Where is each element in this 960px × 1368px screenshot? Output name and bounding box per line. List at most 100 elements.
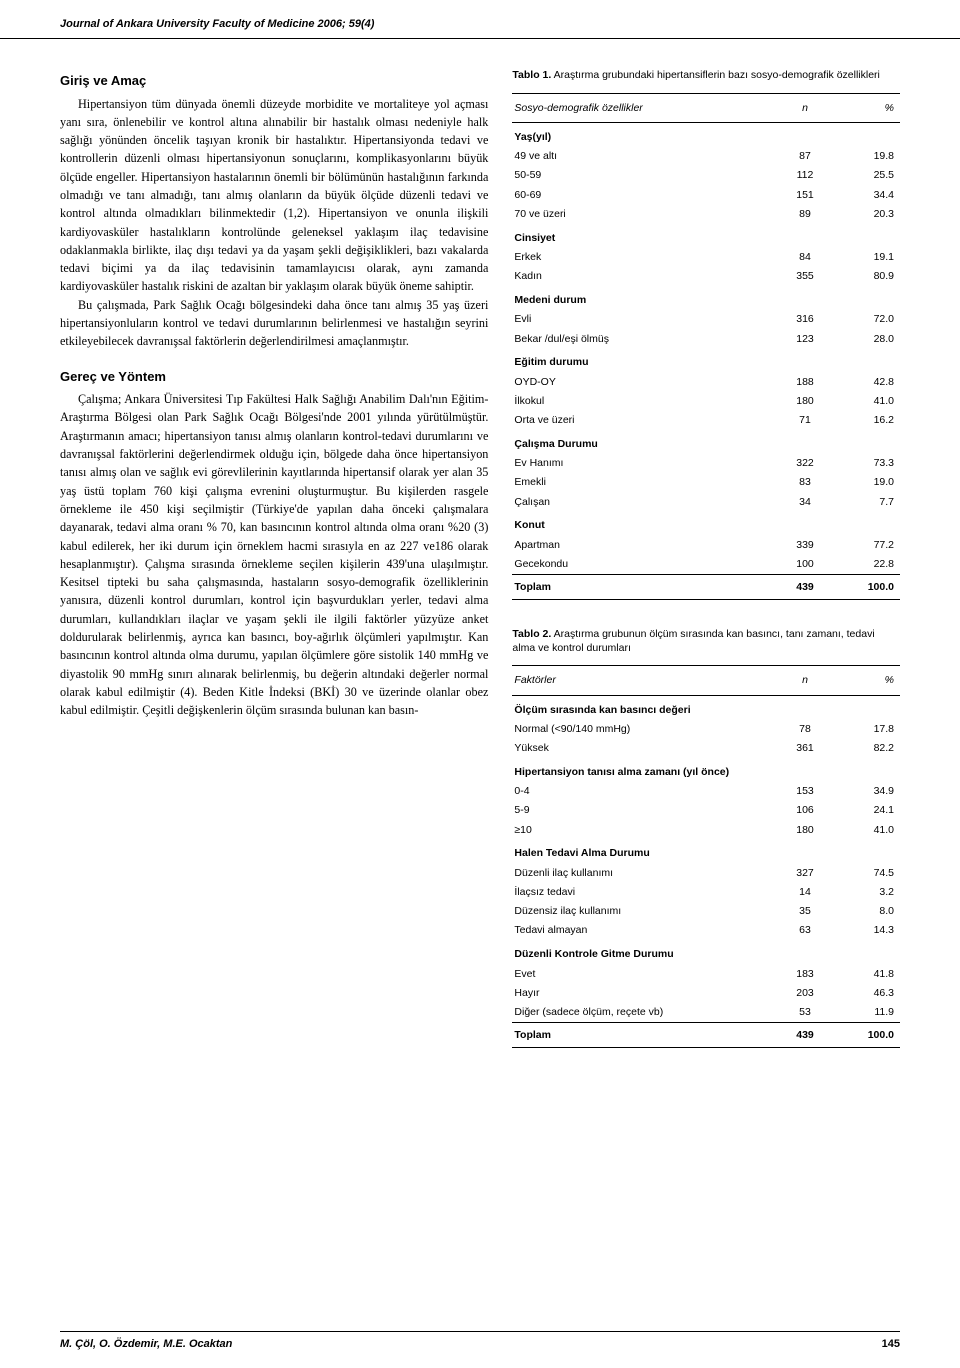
table-2-caption-text: Araştırma grubunun ölçüm sırasında kan b… [512,628,874,654]
table-row: 0-415334.9 [512,782,900,801]
table-1-head-c1: Sosyo-demografik özellikler [512,93,770,122]
article-body: Giriş ve Amaç Hipertansiyon tüm dünyada … [60,69,488,1076]
table-cell-label: Emekli [512,473,770,492]
table-cell-label: İlkokul [512,391,770,410]
table-cell-n: 322 [770,454,840,473]
table-cell-n: 84 [770,248,840,267]
section-heading-methods: Gereç ve Yöntem [60,367,488,387]
table-row: Gecekondu10022.8 [512,554,900,574]
table-2-total-label: Toplam [512,1022,770,1047]
table-group-label: Halen Tedavi Alma Durumu [512,839,900,863]
table-2-total: Toplam 439 100.0 [512,1022,900,1047]
table-cell-n: 327 [770,863,840,882]
table-cell-pct: 41.0 [840,820,900,839]
journal-header: Journal of Ankara University Faculty of … [0,0,960,39]
table-2-grid: Faktörler n % Ölçüm sırasında kan basınc… [512,665,900,1048]
table-cell-pct: 17.8 [840,719,900,738]
table-cell-pct: 41.0 [840,391,900,410]
table-group-label: Ölçüm sırasında kan basıncı değeri [512,695,900,719]
table-cell-n: 53 [770,1003,840,1023]
tables-column: Tablo 1. Araştırma grubundaki hipertansi… [512,69,900,1076]
table-row: 50-5911225.5 [512,166,900,185]
table-cell-n: 355 [770,267,840,286]
table-cell-label: Düzenli ilaç kullanımı [512,863,770,882]
table-cell-n: 151 [770,185,840,204]
table-cell-label: Bekar /dul/eşi ölmüş [512,329,770,348]
table-group-label: Hipertansiyon tanısı alma zamanı (yıl ön… [512,758,900,782]
table-cell-pct: 8.0 [840,902,900,921]
table-2-head-c1: Faktörler [512,666,770,695]
table-row: Bekar /dul/eşi ölmüş12328.0 [512,329,900,348]
footer-authors: M. Çöl, O. Özdemir, M.E. Ocaktan [60,1338,232,1350]
table-1: Tablo 1. Araştırma grubundaki hipertansi… [512,69,900,600]
table-group-label-text: Ölçüm sırasında kan basıncı değeri [512,695,900,719]
table-row: Hayır20346.3 [512,983,900,1002]
table-cell-n: 180 [770,820,840,839]
table-cell-n: 203 [770,983,840,1002]
table-cell-label: OYD-OY [512,372,770,391]
table-cell-n: 106 [770,801,840,820]
table-cell-n: 35 [770,902,840,921]
table-1-caption: Tablo 1. Araştırma grubundaki hipertansi… [512,69,900,83]
table-cell-n: 78 [770,719,840,738]
table-cell-label: Ev Hanımı [512,454,770,473]
table-cell-n: 14 [770,882,840,901]
table-2: Tablo 2. Araştırma grubunun ölçüm sırası… [512,628,900,1048]
table-2-total-p: 100.0 [840,1022,900,1047]
table-cell-n: 83 [770,473,840,492]
table-group-label-text: Hipertansiyon tanısı alma zamanı (yıl ön… [512,758,900,782]
table-row: Evet18341.8 [512,964,900,983]
table-row: 70 ve üzeri8920.3 [512,204,900,223]
table-group-label: Çalışma Durumu [512,430,900,454]
table-group-label: Düzenli Kontrole Gitme Durumu [512,940,900,964]
table-cell-label: Düzensiz ilaç kullanımı [512,902,770,921]
table-cell-label: 70 ve üzeri [512,204,770,223]
table-row: Erkek8419.1 [512,248,900,267]
table-cell-label: 50-59 [512,166,770,185]
table-row: Çalışan347.7 [512,492,900,511]
table-cell-pct: 22.8 [840,554,900,574]
table-cell-n: 89 [770,204,840,223]
table-cell-n: 34 [770,492,840,511]
journal-title: Journal of Ankara University Faculty of … [60,18,374,30]
table-row: Tedavi almayan6314.3 [512,921,900,940]
table-cell-label: Çalışan [512,492,770,511]
table-cell-n: 123 [770,329,840,348]
table-cell-pct: 82.2 [840,739,900,758]
table-cell-label: 0-4 [512,782,770,801]
table-1-total-label: Toplam [512,574,770,599]
table-cell-n: 361 [770,739,840,758]
table-row: Kadın35580.9 [512,267,900,286]
table-2-caption: Tablo 2. Araştırma grubunun ölçüm sırası… [512,628,900,655]
table-cell-pct: 80.9 [840,267,900,286]
table-row: 5-910624.1 [512,801,900,820]
table-1-total-p: 100.0 [840,574,900,599]
table-2-total-n: 439 [770,1022,840,1047]
table-cell-label: Yüksek [512,739,770,758]
table-1-caption-text: Araştırma grubundaki hipertansiflerin ba… [551,69,880,81]
table-cell-pct: 25.5 [840,166,900,185]
table-cell-pct: 20.3 [840,204,900,223]
table-cell-pct: 74.5 [840,863,900,882]
table-cell-pct: 72.0 [840,310,900,329]
para-methods: Çalışma; Ankara Üniversitesi Tıp Fakülte… [60,390,488,719]
page-footer: M. Çöl, O. Özdemir, M.E. Ocaktan 145 [60,1331,900,1350]
table-cell-n: 100 [770,554,840,574]
table-row: 49 ve altı8719.8 [512,147,900,166]
table-cell-pct: 28.0 [840,329,900,348]
table-cell-label: ≥10 [512,820,770,839]
table-cell-n: 71 [770,411,840,430]
table-group-label-text: Konut [512,511,900,535]
table-cell-pct: 7.7 [840,492,900,511]
table-group-label-text: Düzenli Kontrole Gitme Durumu [512,940,900,964]
table-cell-n: 339 [770,535,840,554]
table-row: İlaçsız tedavi143.2 [512,882,900,901]
table-1-total: Toplam 439 100.0 [512,574,900,599]
table-2-head-c3: % [840,666,900,695]
table-group-label: Cinsiyet [512,224,900,248]
table-row: Orta ve üzeri7116.2 [512,411,900,430]
table-1-grid: Sosyo-demografik özellikler n % Yaş(yıl)… [512,93,900,600]
table-cell-label: Evli [512,310,770,329]
content-columns: Giriş ve Amaç Hipertansiyon tüm dünyada … [0,69,960,1076]
table-cell-label: 5-9 [512,801,770,820]
